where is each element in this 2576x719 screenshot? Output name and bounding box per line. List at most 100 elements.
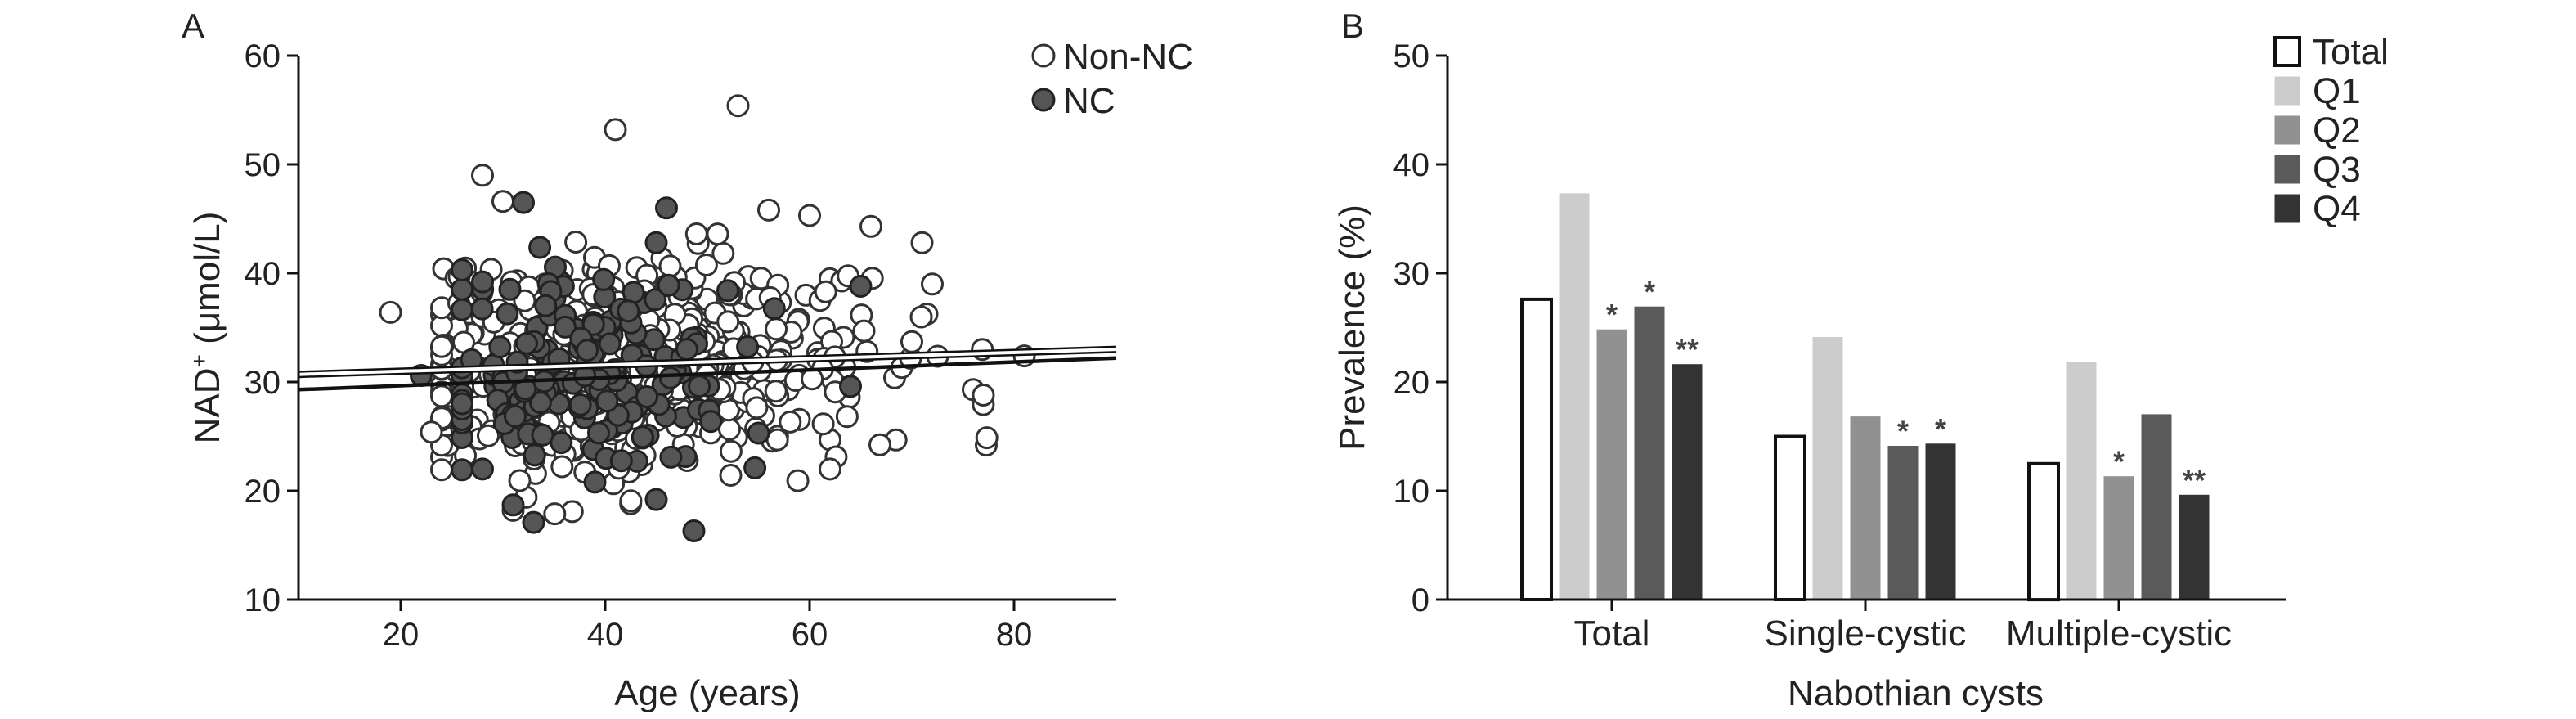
legend-swatch (2274, 115, 2300, 145)
significance-mark: * (1897, 415, 1909, 448)
non-nc-fit-line (298, 348, 1117, 376)
nc-point (635, 385, 658, 408)
fit-lines (298, 345, 1117, 392)
significance-mark: * (1606, 298, 1618, 331)
non-nc-point (921, 272, 944, 296)
y-axis-title: Prevalence (%) (1332, 204, 1372, 451)
nc-point (451, 392, 473, 416)
nc-point (736, 335, 760, 358)
bar-ticks: 0 10 20 30 40 50 Total Single-cystic Multiple-cy… (1393, 38, 2233, 654)
x-axis-title: Age (years) (614, 673, 800, 713)
nc-point (609, 449, 633, 473)
non-nc-point (694, 254, 718, 276)
nc-point (498, 277, 522, 301)
nc-point (554, 315, 577, 339)
non-nc-point (779, 410, 802, 434)
legend-label: Q1 (2313, 71, 2361, 111)
non-nc-point (765, 428, 789, 452)
nc-point (595, 389, 619, 413)
non-nc-point (684, 222, 708, 245)
nc-point (688, 375, 711, 398)
scatter-ticks: 10 20 30 40 50 60 20 40 60 80 (245, 38, 1033, 653)
non-nc-point (811, 412, 835, 436)
nc-point (587, 421, 610, 445)
non-nc-point (477, 424, 500, 447)
non-nc-point (726, 94, 750, 118)
non-nc-point (619, 489, 643, 513)
bar (1774, 434, 1806, 601)
non-nc-point (471, 164, 494, 187)
panel-letter-b: B (1341, 7, 1364, 45)
nc-point (631, 425, 654, 449)
non-nc-point (379, 300, 402, 324)
non-nc-point (718, 417, 741, 441)
non-nc-point (764, 380, 788, 403)
y-tick-label: 0 (1411, 582, 1429, 618)
significance-mark: * (2113, 445, 2125, 479)
nc-point (550, 431, 573, 455)
y-tick-label: 20 (1393, 365, 1430, 401)
legend-marker (1031, 43, 1056, 68)
non-nc-point (658, 254, 682, 278)
non-nc-point (430, 335, 453, 358)
nc-point (644, 488, 668, 511)
non-nc-point (835, 405, 859, 429)
non-nc-point (719, 439, 743, 463)
nc-point (576, 339, 599, 362)
category-label: Multiple-cystic (2006, 613, 2232, 654)
nc-point (659, 445, 683, 469)
nc-point (682, 519, 706, 542)
y-tick-label: 40 (1393, 147, 1430, 183)
non-nc-point (550, 455, 574, 479)
nc-point (504, 404, 527, 428)
nc-point (598, 332, 622, 356)
nc-point (658, 366, 682, 389)
y-tick-label: 30 (245, 365, 281, 401)
nc-point (617, 299, 640, 323)
nc-point (583, 470, 607, 494)
nc-point (501, 493, 525, 517)
y-tick-label: 40 (245, 256, 281, 292)
non-nc-point (564, 231, 588, 254)
nc-point (523, 443, 546, 467)
scatter-panel: A 10 20 30 40 50 60 20 40 60 80 Age (years) NAD+ … (182, 7, 1193, 713)
non-nc-point (975, 426, 999, 450)
bars (1520, 193, 2210, 602)
scatter-axes (297, 56, 1116, 601)
y-tick-label: 60 (245, 38, 281, 74)
legend-label: Q2 (2313, 110, 2361, 151)
non-nc-point (719, 464, 743, 487)
nc-point (644, 231, 668, 254)
x-axis-title: Nabothian cysts (1788, 673, 2044, 713)
nc-point (451, 458, 473, 482)
y-tick-label: 10 (245, 582, 281, 618)
bar (1812, 337, 1843, 600)
non-nc-point (430, 384, 453, 408)
y-tick-label: 10 (1393, 474, 1430, 510)
category-label: Total (1574, 613, 1650, 654)
x-tick-label: 60 (792, 617, 828, 653)
nc-point (675, 338, 698, 362)
bar (2179, 494, 2210, 600)
non-nc-point (819, 457, 841, 481)
legend-label: Total (2313, 32, 2389, 72)
non-nc-point (430, 458, 453, 482)
non-nc-point (972, 384, 995, 407)
nc-point (496, 302, 519, 326)
nc-point (762, 297, 786, 321)
nc-point (747, 421, 770, 445)
non-nc-point (508, 469, 532, 492)
x-tick-label: 20 (383, 617, 420, 653)
nc-point (657, 273, 680, 297)
bar (1596, 329, 1627, 600)
bar (1850, 416, 1881, 600)
nc-point (743, 456, 767, 479)
significance-marks: ***** **** (1606, 275, 2206, 497)
y-tick-label: 30 (1393, 256, 1430, 292)
nc-point (716, 279, 739, 303)
non-nc-point (745, 396, 769, 420)
non-nc-point (910, 231, 934, 254)
non-nc-point (909, 305, 933, 329)
legend-swatch (2273, 36, 2301, 67)
